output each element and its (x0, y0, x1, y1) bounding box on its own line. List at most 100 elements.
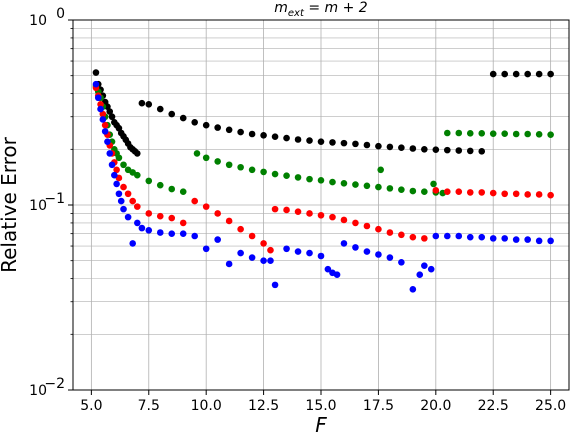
data-point-series-3 (94, 94, 102, 102)
data-point-series-0 (191, 118, 198, 126)
data-point-series-2 (179, 219, 187, 227)
data-point-series-0 (352, 140, 359, 148)
data-point-series-0 (455, 147, 463, 154)
data-point-series-3 (512, 236, 520, 243)
data-point-series-3 (129, 240, 136, 247)
data-point-series-0 (248, 130, 256, 138)
data-point-series-0 (271, 133, 279, 140)
data-point-series-3 (138, 224, 146, 232)
data-point-series-2 (271, 205, 279, 213)
data-point-series-2 (97, 101, 104, 108)
data-point-series-3 (202, 245, 210, 253)
data-point-series-1 (409, 187, 417, 195)
data-point-series-3 (267, 257, 274, 264)
data-point-series-1 (398, 186, 405, 193)
y-tick-label: 10 (29, 383, 47, 399)
data-point-series-1 (294, 174, 302, 181)
data-point-series-2 (225, 217, 233, 225)
data-point-series-0 (202, 121, 210, 129)
data-point-series-2 (466, 189, 474, 196)
data-point-series-0 (294, 136, 302, 143)
data-point-series-0 (179, 114, 187, 122)
data-point-series-1 (156, 181, 164, 189)
data-point-series-3 (466, 233, 474, 241)
data-point-series-1 (193, 150, 201, 157)
data-point-series-3 (455, 232, 463, 240)
data-point-series-0 (134, 150, 141, 157)
data-point-series-3 (432, 232, 440, 240)
data-point-series-2 (124, 190, 132, 198)
x-tick-label: 20.0 (420, 398, 451, 414)
data-point-series-1 (375, 183, 382, 191)
data-point-series-3 (478, 233, 486, 241)
data-point-series-2 (202, 203, 210, 210)
data-point-series-1 (377, 166, 385, 174)
x-axis-label: F (315, 413, 327, 436)
x-tick-label: 7.5 (138, 398, 160, 414)
data-point-series-1 (478, 130, 486, 137)
data-point-series-1 (306, 175, 313, 183)
data-point-series-2 (101, 121, 109, 129)
x-tick-label: 22.5 (478, 398, 509, 414)
data-point-series-1 (340, 180, 348, 187)
data-point-series-0 (478, 148, 486, 155)
y-tick-label: 10 (29, 13, 47, 29)
data-point-series-1 (283, 172, 290, 179)
chart-title-subscript: ext (288, 8, 305, 19)
data-point-series-2 (432, 187, 440, 194)
data-point-series-0 (444, 146, 451, 154)
y-tick-label-exponent: −1 (44, 191, 65, 207)
data-point-series-3 (156, 229, 164, 236)
data-point-series-3 (248, 254, 256, 261)
data-point-series-3 (111, 171, 118, 179)
data-point-series-2 (214, 210, 221, 217)
data-point-series-3 (237, 249, 244, 257)
data-point-series-0 (260, 132, 267, 139)
data-point-series-3 (214, 236, 221, 243)
data-point-series-3 (113, 180, 120, 188)
chart-title-main: m (274, 0, 288, 16)
data-point-series-3 (317, 252, 325, 260)
data-point-series-3 (306, 249, 313, 257)
data-point-series-0 (225, 126, 233, 134)
data-point-series-0 (432, 146, 440, 154)
data-point-series-2 (120, 183, 127, 191)
data-point-series-1 (329, 178, 336, 186)
grid (73, 19, 569, 391)
data-point-series-2 (444, 188, 451, 195)
data-point-series-0 (512, 70, 520, 78)
x-tick-label: 5.0 (80, 398, 102, 414)
data-point-series-3 (375, 251, 382, 258)
data-point-series-3 (547, 237, 554, 245)
data-point-series-2 (134, 203, 141, 210)
data-point-series-2 (260, 240, 267, 247)
data-point-series-1 (430, 180, 437, 188)
data-point-series-3 (99, 116, 107, 123)
axis-ticks: 5.0 7.5 10.0 12.5 15.0 17.5 20.0 22.5 25.010−210… (29, 6, 566, 414)
data-point-series-3 (386, 254, 394, 261)
data-point-series-1 (363, 182, 371, 190)
data-point-series-2 (501, 190, 509, 198)
data-point-series-2 (317, 211, 325, 219)
data-point-series-3 (352, 244, 359, 251)
data-point-series-0 (283, 134, 290, 142)
data-point-series-2 (455, 188, 463, 195)
y-tick-label-exponent: 0 (56, 6, 65, 22)
data-point-series-2 (329, 213, 336, 221)
data-point-series-3 (416, 271, 424, 279)
data-point-series-2 (306, 210, 313, 217)
data-point-series-1 (214, 158, 221, 165)
data-point-series-3 (535, 237, 543, 245)
data-point-series-3 (104, 138, 111, 145)
data-point-series-3 (97, 105, 104, 113)
data-point-series-1 (179, 188, 187, 195)
data-point-series-3 (106, 150, 114, 157)
data-point-series-1 (512, 130, 520, 138)
data-point-series-2 (398, 231, 405, 239)
data-point-series-1 (444, 129, 451, 137)
data-point-series-1 (168, 185, 176, 193)
data-point-series-0 (306, 137, 313, 144)
data-point-series-1 (120, 161, 127, 169)
data-point-series-2 (156, 212, 164, 220)
